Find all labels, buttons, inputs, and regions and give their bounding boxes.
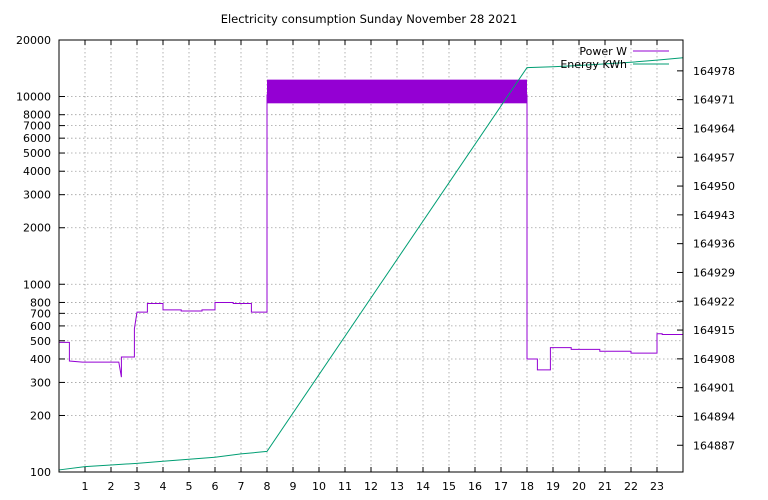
y2-tick-label: 164922 <box>693 295 735 308</box>
y2-tick-label: 164936 <box>693 238 735 251</box>
y-tick-label: 400 <box>30 353 51 366</box>
axes: 1 2 3 4 5 6 7 8 9 10 11 12 13 14 15 16 17 18 19 20 21 22 23100… <box>16 34 735 493</box>
y2-tick-label: 164964 <box>693 122 735 135</box>
y-tick-label: 7000 <box>23 120 51 133</box>
y2-tick-label: 164887 <box>693 439 735 452</box>
power-band <box>267 79 527 104</box>
y-tick-label: 20000 <box>16 34 51 47</box>
chart-title: Electricity consumption Sunday November … <box>221 12 518 26</box>
y2-tick-label: 164950 <box>693 180 735 193</box>
x-tick-label: 21 <box>598 480 612 493</box>
legend: Power W Energy KWh <box>560 45 669 71</box>
y-tick-label: 100 <box>30 466 51 479</box>
x-tick-label: 8 <box>264 480 271 493</box>
x-tick-label: 11 <box>338 480 352 493</box>
x-tick-label: 23 <box>650 480 664 493</box>
x-tick-label: 18 <box>520 480 534 493</box>
x-tick-label: 22 <box>624 480 638 493</box>
y2-tick-label: 164915 <box>693 324 735 337</box>
x-tick-label: 19 <box>546 480 560 493</box>
x-tick-label: 10 <box>312 480 326 493</box>
y-tick-label: 4000 <box>23 165 51 178</box>
y-tick-label: 800 <box>30 296 51 309</box>
x-tick-label: 12 <box>364 480 378 493</box>
y-tick-label: 500 <box>30 335 51 348</box>
y2-tick-label: 164978 <box>693 65 735 78</box>
y-tick-label: 5000 <box>23 147 51 160</box>
y-tick-label: 6000 <box>23 132 51 145</box>
y-tick-label: 3000 <box>23 189 51 202</box>
y-tick-label: 10000 <box>16 91 51 104</box>
x-tick-label: 2 <box>108 480 115 493</box>
series-line-energy <box>58 57 684 471</box>
x-tick-label: 7 <box>238 480 245 493</box>
grid <box>59 39 683 473</box>
y2-tick-label: 164908 <box>693 353 735 366</box>
x-tick-label: 20 <box>572 480 586 493</box>
x-tick-label: 5 <box>186 480 193 493</box>
y-tick-label: 1000 <box>23 278 51 291</box>
x-tick-label: 6 <box>212 480 219 493</box>
y-tick-label: 300 <box>30 376 51 389</box>
y-tick-label: 200 <box>30 409 51 422</box>
y-tick-label: 2000 <box>23 222 51 235</box>
x-tick-label: 4 <box>160 480 167 493</box>
y-tick-label: 8000 <box>23 109 51 122</box>
x-tick-label: 1 <box>82 480 89 493</box>
data-layer <box>58 57 684 471</box>
y2-tick-label: 164957 <box>693 151 735 164</box>
legend-label-energy: Energy KWh <box>560 58 627 71</box>
y-tick-label: 600 <box>30 320 51 333</box>
x-tick-label: 9 <box>290 480 297 493</box>
y2-tick-label: 164929 <box>693 266 735 279</box>
y2-tick-label: 164943 <box>693 209 735 222</box>
x-tick-label: 16 <box>468 480 482 493</box>
series-line-power <box>59 94 683 378</box>
y2-tick-label: 164894 <box>693 410 735 423</box>
y2-tick-label: 164901 <box>693 382 735 395</box>
x-tick-label: 17 <box>494 480 508 493</box>
x-tick-label: 3 <box>134 480 141 493</box>
y-tick-label: 700 <box>30 307 51 320</box>
y2-tick-label: 164971 <box>693 94 735 107</box>
x-tick-label: 13 <box>390 480 404 493</box>
x-tick-label: 14 <box>416 480 430 493</box>
x-tick-label: 15 <box>442 480 456 493</box>
legend-label-power: Power W <box>579 45 627 58</box>
